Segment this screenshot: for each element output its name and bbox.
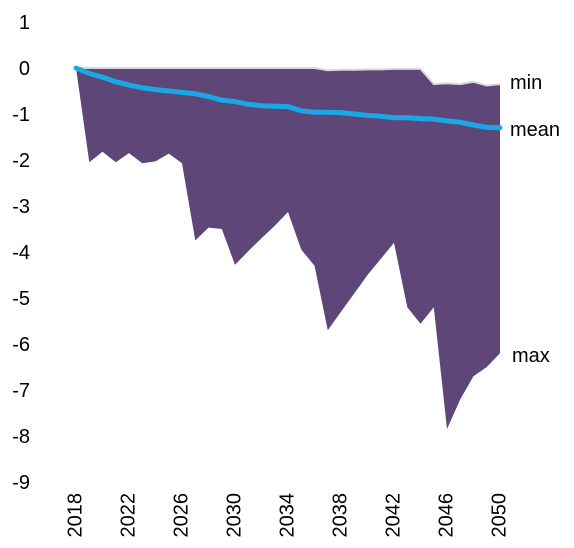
y-tick-label: 1 [19, 12, 30, 34]
y-tick-label: -9 [12, 472, 30, 494]
x-tick-label: 2050 [488, 493, 510, 538]
mean-series-label: mean [510, 119, 560, 141]
x-tick-label: 2030 [223, 493, 245, 538]
y-tick-label: -3 [12, 196, 30, 218]
mean-series-line [73, 65, 503, 131]
min-series-label: min [510, 72, 542, 94]
min-max-range-area [76, 68, 500, 430]
max-series-label: max [512, 345, 550, 367]
x-tick-label: 2034 [276, 493, 298, 538]
x-tick-label: 2026 [170, 493, 192, 538]
x-tick-label: 2042 [382, 493, 404, 538]
y-tick-label: -8 [12, 426, 30, 448]
y-axis-ticks: 1 0 -1 -2 -3 -4 -5 -6 -7 -8 -9 [12, 12, 30, 494]
x-tick-label: 2038 [329, 493, 351, 538]
series-labels: min mean max [510, 72, 560, 367]
y-tick-label: -2 [12, 150, 30, 172]
x-tick-label: 2046 [435, 493, 457, 538]
plot-area [73, 65, 503, 430]
y-tick-label: -5 [12, 288, 30, 310]
y-tick-label: -1 [12, 104, 30, 126]
y-tick-label: 0 [19, 58, 30, 80]
x-axis-ticks: 2018 2022 2026 2030 2034 2038 2042 2046 2050 [64, 493, 510, 538]
y-tick-label: -6 [12, 334, 30, 356]
x-tick-label: 2018 [64, 493, 86, 538]
y-tick-label: -4 [12, 242, 30, 264]
x-tick-label: 2022 [117, 493, 139, 538]
min-series-line [76, 67, 501, 87]
y-tick-label: -7 [12, 380, 30, 402]
